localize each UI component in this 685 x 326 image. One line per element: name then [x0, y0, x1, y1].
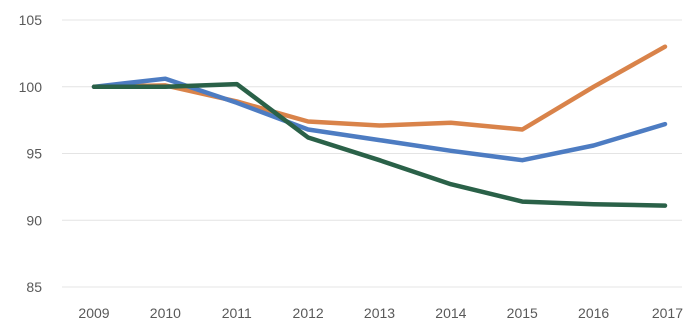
- series-layer: [91, 44, 668, 208]
- y-tick-label: 90: [26, 212, 42, 228]
- x-tick-label: 2012: [293, 305, 324, 321]
- x-tick-label: 2009: [78, 305, 109, 321]
- series-line-1: [91, 44, 668, 132]
- series-line-2: [91, 76, 668, 163]
- grid-layer: [62, 19, 682, 288]
- x-tick-label: 2015: [507, 305, 538, 321]
- x-axis: 2009 2010 2011 2012 2013 2014 2015 2016 2017: [78, 305, 683, 321]
- y-tick-label: 85: [26, 279, 42, 295]
- y-tick-label: 95: [26, 146, 42, 162]
- y-axis: 85 90 95 100 105: [19, 12, 43, 295]
- x-tick-label: 2014: [435, 305, 466, 321]
- y-tick-label: 100: [19, 79, 43, 95]
- x-tick-label: 2016: [578, 305, 609, 321]
- y-tick-label: 105: [19, 12, 43, 28]
- x-tick-label: 2017: [652, 305, 683, 321]
- series-line-3: [91, 81, 668, 208]
- x-tick-label: 2013: [364, 305, 395, 321]
- x-tick-label: 2010: [150, 305, 181, 321]
- x-tick-label: 2011: [222, 305, 252, 321]
